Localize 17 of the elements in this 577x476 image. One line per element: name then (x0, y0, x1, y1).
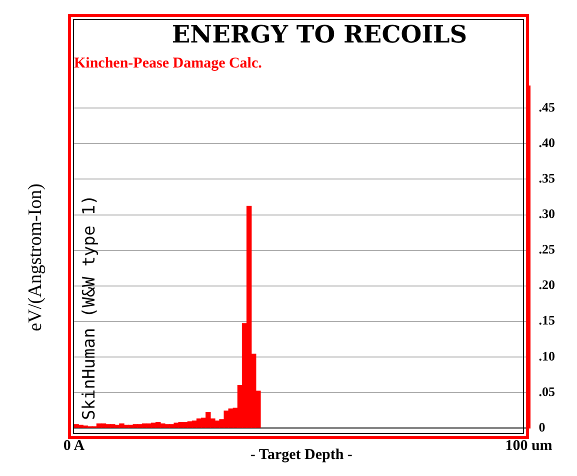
y-tick-label: .25 (538, 242, 556, 257)
y-tick-label: .20 (538, 277, 555, 292)
y-tick-label: .45 (538, 99, 556, 114)
y-tick-label: .15 (538, 312, 556, 328)
x-axis-title: - Target Depth - (250, 446, 352, 463)
annotation: SkinHuman (W&W type 1) (79, 194, 100, 420)
x-tick-label: 100 um (505, 438, 553, 454)
y-tick-label: .10 (538, 348, 555, 364)
y-tick-label: .40 (538, 135, 555, 150)
x-tick-label: 0 A (63, 438, 85, 454)
y-tick-label: .05 (538, 384, 556, 399)
chart-subtitle: Kinchen-Pease Damage Calc. (74, 56, 262, 72)
y-tick-label: .30 (538, 206, 555, 222)
y-axis-title: eV/(Angstrom-Ion) (24, 184, 46, 332)
y-tick-label: 0 (538, 419, 546, 434)
y-tick-label: .35 (538, 170, 556, 186)
chart-title: ENERGY TO RECOILS (172, 20, 468, 49)
